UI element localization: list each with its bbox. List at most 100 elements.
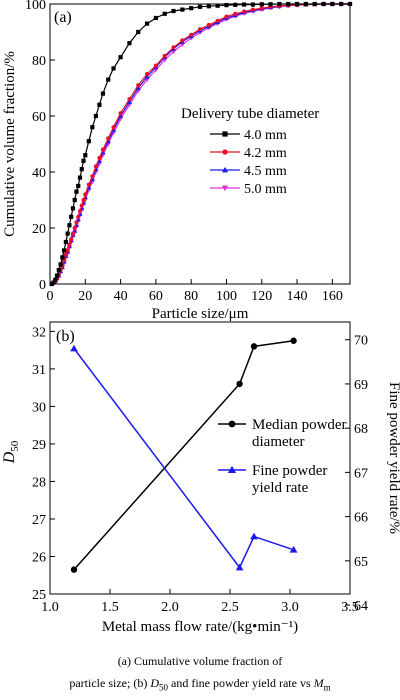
series-4-5-mm: [49, 1, 353, 286]
panel-b-ytick-left-label: 27: [32, 513, 46, 528]
data-point: [233, 2, 238, 7]
data-point: [347, 1, 353, 7]
panel-a-xlabel: Particle size/μm: [152, 306, 249, 322]
panel-b-xtick-label: 3.0: [281, 600, 299, 615]
series-fine-powder-yield-rate: [70, 344, 298, 571]
data-point: [67, 242, 72, 247]
panel-b-ytick-right-label: 65: [354, 555, 368, 570]
panel-b-xlabel: Metal mass flow rate/(kg•min⁻¹): [102, 619, 298, 635]
panel-b-ylabel-left: D50: [1, 440, 21, 464]
panel-b-ylabel-left-main: D: [1, 451, 18, 464]
data-point: [65, 231, 70, 236]
panel-a-ytick-label: 100: [25, 0, 46, 13]
data-point: [126, 99, 132, 104]
data-point: [118, 111, 123, 116]
data-point: [72, 197, 77, 203]
legend-marker: [222, 131, 228, 137]
panel-a-ylabel: Cumulative volume fraction/%: [2, 51, 18, 237]
data-point: [312, 1, 317, 7]
legend-label: 4.5 mm: [244, 164, 287, 179]
data-point: [197, 4, 203, 9]
panel-b-ylabel-left-sub: 50: [9, 440, 21, 452]
data-point: [90, 125, 95, 130]
data-point: [153, 63, 158, 68]
data-point: [106, 77, 111, 82]
data-point: [321, 1, 326, 7]
series-line: [51, 3, 350, 285]
data-point: [189, 32, 194, 37]
data-point: [60, 255, 65, 260]
caption-d-sub: 50: [159, 682, 168, 693]
panel-a-label: (a): [54, 9, 72, 26]
series-median-powder-diameter: [70, 337, 297, 573]
legend-entry: 4.5 mm: [210, 164, 287, 179]
data-point: [162, 53, 167, 58]
data-point: [136, 83, 141, 88]
data-point: [189, 6, 194, 11]
panel-b-ytick-left-label: 30: [32, 400, 46, 415]
panel-b-ytick-right-label: 69: [354, 378, 368, 393]
data-point: [259, 6, 264, 11]
data-point: [268, 2, 273, 7]
panel-b-ytick-right-label: 68: [354, 422, 368, 437]
data-point: [63, 252, 68, 257]
legend-title: Delivery tube diameter: [181, 106, 319, 122]
panel-a-xtick-label: 160: [322, 289, 343, 304]
data-point: [93, 164, 98, 169]
panel-a: (a) 0 20 40 60 80 100 120 140 160 0 20 40 60 80 100 Pa…: [2, 0, 353, 322]
data-point: [56, 267, 61, 273]
data-point: [206, 22, 211, 28]
data-point: [81, 197, 86, 203]
panel-b-ytick-left-label: 32: [32, 325, 46, 340]
panel-a-xtick-label: 20: [78, 289, 92, 304]
figure-caption-line-2: particle size; (b) D50 and fine powder y…: [0, 676, 400, 692]
data-point: [118, 55, 123, 60]
caption-text-b: and fine powder yield rate vs: [168, 676, 314, 690]
data-point: [76, 183, 81, 189]
panel-a-xtick-label: 40: [114, 289, 128, 304]
data-point: [69, 214, 74, 219]
data-point: [127, 97, 132, 102]
data-point: [86, 182, 91, 187]
caption-d: D: [150, 676, 159, 690]
panel-b-frame: [49, 321, 351, 595]
data-point: [54, 273, 60, 278]
legend-label: 4.2 mm: [244, 146, 287, 161]
data-point: [70, 566, 78, 573]
panel-b-ticks: 1.0 1.5 2.0 2.5 3.0 3.5 25 26 27 28 29 30 31 32 64 65 66…: [32, 325, 368, 615]
data-point: [162, 11, 167, 16]
panel-b-ylabel-right: Fine powder yield rate/%: [386, 382, 400, 534]
data-point: [58, 262, 63, 267]
caption-m-sub: m: [323, 682, 331, 693]
data-point: [171, 45, 176, 50]
panel-a-ytick-label: 80: [32, 54, 46, 69]
panel-b-ytick-right-label: 64: [354, 599, 368, 614]
data-point: [242, 9, 247, 14]
data-point: [51, 280, 56, 285]
legend-entry: 5.0 mm: [210, 182, 287, 197]
data-point: [250, 2, 256, 7]
data-point: [127, 41, 132, 46]
data-point: [171, 8, 176, 14]
figure-caption-line-1: (a) Cumulative volume fraction of: [117, 654, 283, 668]
legend-entry: 4.2 mm: [210, 146, 287, 161]
data-point: [70, 206, 76, 211]
panel-b-xtick-label: 2.0: [161, 600, 179, 615]
data-point: [215, 18, 220, 23]
panel-b-label: (b): [56, 328, 75, 345]
panel-b-ytick-left-label: 26: [32, 550, 46, 565]
legend-label: 4.0 mm: [244, 128, 287, 143]
data-point: [259, 2, 264, 7]
panel-a-frame: [49, 3, 351, 285]
panel-b-ytick-left-label: 25: [32, 588, 46, 603]
data-point: [79, 167, 84, 172]
data-point: [97, 155, 102, 161]
data-point: [63, 239, 68, 245]
series-line: [73, 348, 294, 569]
legend-label: Median powder: [252, 417, 347, 433]
panel-b-ytick-left-label: 31: [32, 363, 46, 378]
data-point: [144, 21, 150, 26]
data-point: [83, 192, 88, 197]
